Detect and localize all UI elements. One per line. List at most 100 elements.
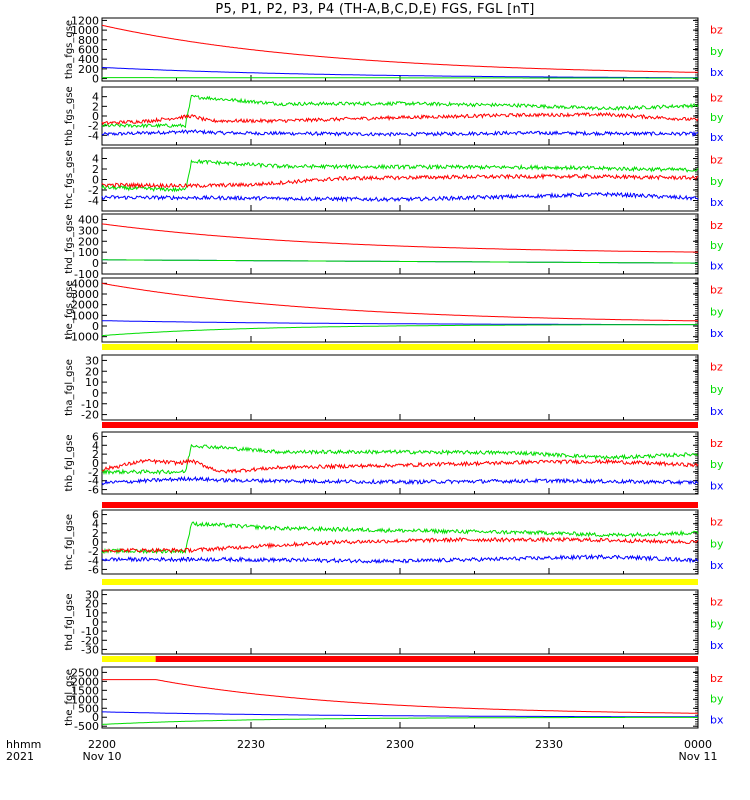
legend-bx: bx [710,713,724,726]
y-tick-label: 1200 [71,14,99,27]
y-tick-label: -500 [74,720,99,733]
series-line-by [101,94,699,129]
series-line-bz [102,679,699,714]
y-tick-label: 4 [92,439,99,452]
y-axis-label: the_fgl_gse [64,669,75,726]
time-axis-row1-label: hhmm [6,738,41,751]
y-tick-label: -30 [81,643,99,656]
legend-bz: bz [710,153,723,166]
y-tick-label: 4 [92,153,99,166]
y-axis-label: thc_fgs_gse [64,150,75,209]
series-line-bx [101,129,699,138]
y-tick-label: 0 [92,536,99,549]
legend-bx: bx [710,479,724,492]
y-tick-label: -1000 [67,331,99,344]
y-tick-label: 200 [78,235,99,248]
y-tick-label: 0 [92,174,99,187]
date-tick-label: Nov 10 [83,750,122,763]
y-tick-label: 4 [92,518,99,531]
legend-bz: bz [710,437,723,450]
y-tick-label: 2000 [71,299,99,312]
legend-bx: bx [710,405,724,418]
y-tick-label: 0 [92,387,99,400]
legend-by: by [710,458,724,471]
legend-bz: bz [710,91,723,104]
legend-by: by [710,305,724,318]
legend-bz: bz [710,672,723,685]
legend-by: by [710,239,724,252]
y-tick-label: 400 [78,213,99,226]
panel-frame [101,666,699,729]
series-line-bx [101,66,698,79]
figure-title: P5, P1, P2, P3, P4 (TH-A,B,C,D,E) FGS, F… [215,2,535,17]
status-bar-segment [102,579,698,585]
y-tick-label: -2 [88,120,99,133]
legend-bx: bx [710,639,724,652]
y-tick-label: -6 [88,484,99,497]
y-tick-label: 1000 [71,693,99,706]
y-tick-label: 600 [78,44,99,57]
time-tick-label: 0000 [684,738,712,751]
y-tick-label: 6 [92,509,99,522]
legend-by: by [710,45,724,58]
legend-bx: bx [710,66,724,79]
y-axis-label: tha_fgs_gse [64,20,75,79]
y-tick-label: -100 [74,268,99,281]
panel-frame [101,431,699,495]
y-tick-label: 30 [85,354,99,367]
y-tick-label: -2 [88,545,99,558]
y-axis-label: thb_fgl_gse [64,435,75,492]
y-tick-label: -10 [81,398,99,411]
y-tick-label: 3000 [71,288,99,301]
time-tick-label: 2300 [386,738,414,751]
y-tick-label: 500 [78,702,99,715]
time-tick-label: 2200 [88,738,116,751]
y-tick-label: 200 [78,63,99,76]
y-axis-label: thd_fgs_gse [64,214,75,273]
y-tick-label: 300 [78,224,99,237]
series-line-bz [101,223,698,253]
legend-by: by [710,111,724,124]
y-axis-label: the_fgs_gse [64,280,75,339]
y-axis-label: thc_fgl_gse [64,514,75,570]
panel-frame [101,589,699,655]
legend-by: by [710,175,724,188]
y-tick-label: 0 [92,616,99,629]
y-tick-label: 10 [85,607,99,620]
y-tick-label: -20 [81,409,99,422]
legend-by: by [710,693,724,706]
legend-bz: bz [710,219,723,232]
y-tick-label: -10 [81,625,99,638]
time-tick-label: 2230 [237,738,265,751]
time-axis-row2-label: 2021 [6,750,34,763]
y-tick-label: 2000 [71,675,99,688]
y-tick-label: 4 [92,91,99,104]
series-line-bz [101,536,699,554]
series-line-bz [101,111,699,126]
y-tick-label: 4000 [71,277,99,290]
y-tick-label: 2 [92,163,99,176]
series-line-by [101,158,699,193]
series-line-by [101,324,698,337]
date-tick-label: Nov 11 [679,750,718,763]
y-tick-label: 1000 [71,309,99,322]
panel-frame [101,17,699,82]
status-bar-segment [102,422,698,428]
y-tick-label: 1000 [71,24,99,37]
y-tick-label: 10 [85,376,99,389]
y-tick-label: 6 [92,430,99,443]
legend-bx: bx [710,327,724,340]
y-tick-label: 2 [92,448,99,461]
series-line-by [102,716,698,725]
legend-bx: bx [710,559,724,572]
y-tick-label: 0 [92,457,99,470]
y-tick-label: 800 [78,34,99,47]
